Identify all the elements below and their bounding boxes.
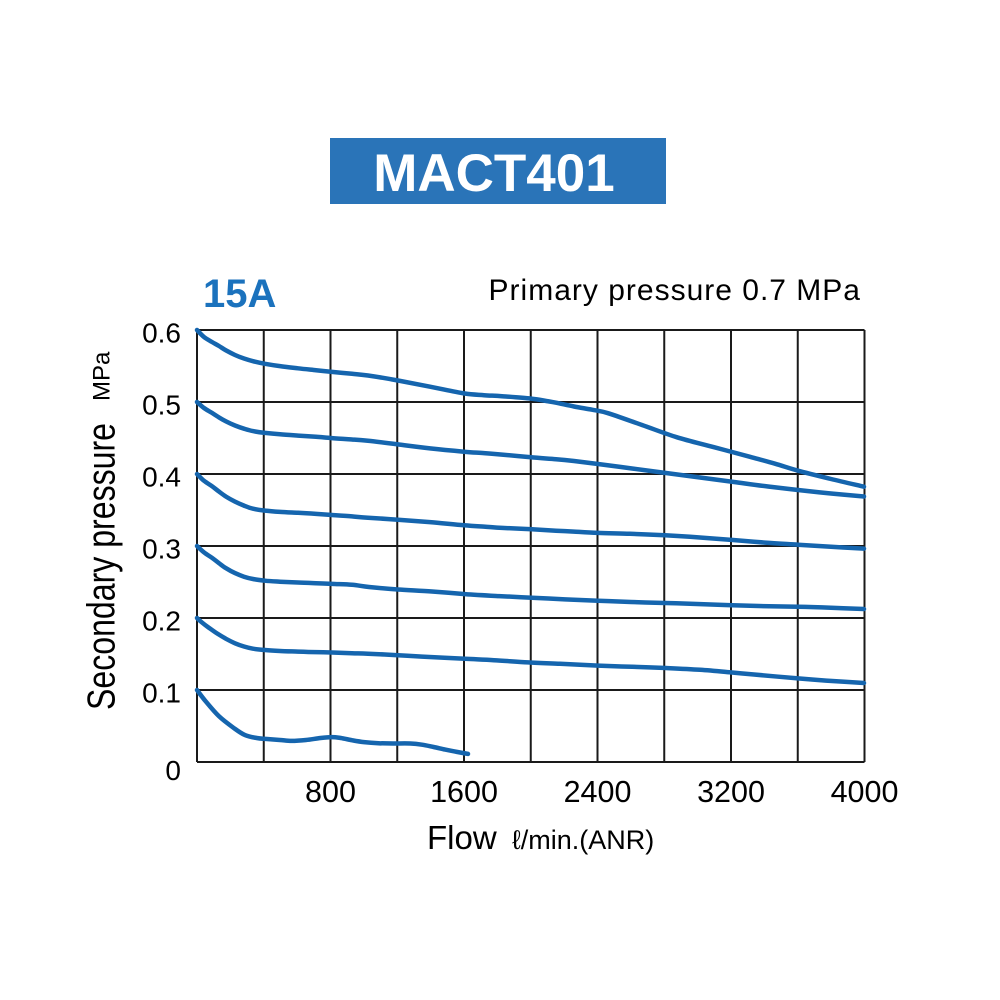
svg-text:3200: 3200 xyxy=(697,775,765,809)
svg-text:4000: 4000 xyxy=(831,775,899,809)
svg-text:0.2: 0.2 xyxy=(142,606,181,637)
svg-text:0.5: 0.5 xyxy=(142,390,181,421)
svg-text:Flow: Flow xyxy=(427,819,497,856)
svg-text:Primary pressure 0.7 MPa: Primary pressure 0.7 MPa xyxy=(489,274,861,307)
svg-text:Secondary pressure: Secondary pressure xyxy=(81,423,124,710)
svg-text:2400: 2400 xyxy=(564,775,632,809)
svg-text:15A: 15A xyxy=(203,272,276,316)
svg-text:1600: 1600 xyxy=(430,775,498,809)
svg-text:0.3: 0.3 xyxy=(142,534,181,565)
svg-text:0.4: 0.4 xyxy=(142,462,181,493)
svg-text:MACT401: MACT401 xyxy=(373,144,615,203)
svg-text:0.1: 0.1 xyxy=(142,678,181,709)
svg-text:MPa: MPa xyxy=(89,351,116,401)
svg-text:ℓ/min.(ANR): ℓ/min.(ANR) xyxy=(512,825,654,855)
svg-text:0: 0 xyxy=(165,755,181,786)
svg-text:800: 800 xyxy=(305,775,356,809)
svg-text:0.6: 0.6 xyxy=(142,318,181,349)
